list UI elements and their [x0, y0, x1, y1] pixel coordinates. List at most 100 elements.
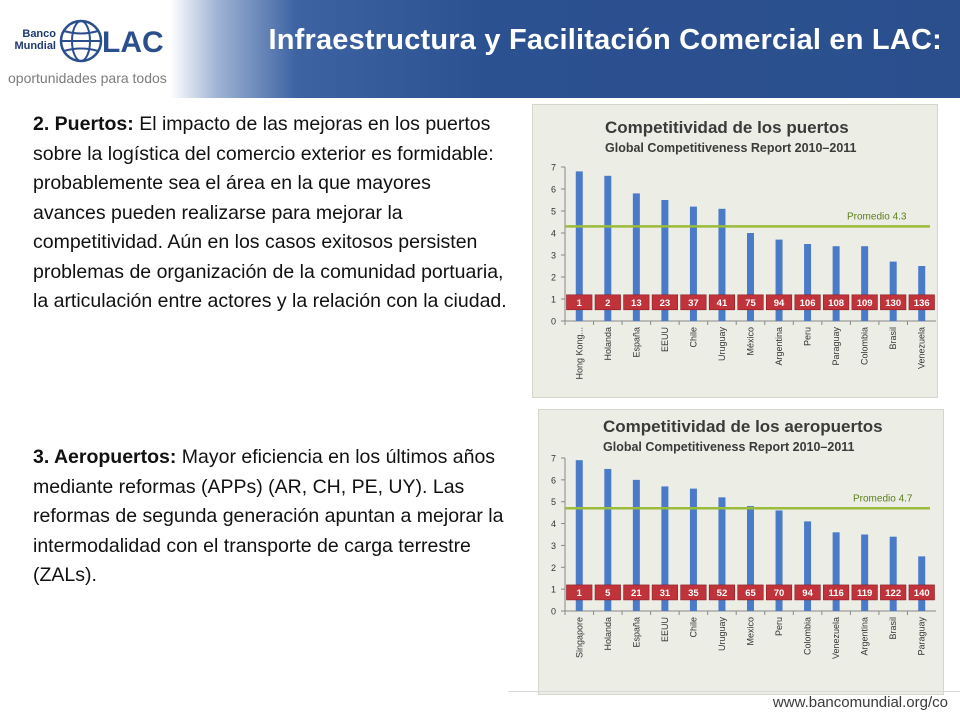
bar [918, 266, 926, 321]
category-label: Hong Kong... [574, 327, 584, 380]
rank-label: 23 [660, 298, 671, 309]
category-label: Holanda [603, 617, 613, 651]
rank-label: 119 [857, 588, 872, 599]
section-airports-heading: 3. Aeropuertos: [33, 446, 177, 468]
rank-box [566, 584, 593, 601]
average-label: Promedio 4.7 [853, 493, 913, 504]
footer-divider [508, 691, 960, 692]
bar [604, 175, 612, 321]
rank-box [680, 294, 707, 311]
rank-box [794, 294, 821, 311]
header-band [170, 0, 960, 98]
bar [775, 239, 783, 321]
rank-box [594, 294, 621, 311]
rank-label: 41 [717, 298, 728, 309]
category-label: Uruguay [717, 327, 727, 362]
rank-box [566, 294, 593, 311]
bar [889, 536, 897, 611]
logo-bank-name: Banco Mundial [6, 28, 56, 52]
y-tick-label: 6 [551, 475, 556, 485]
bar [747, 506, 754, 611]
section-airports-text: Mayor eficiencia en los últimos años med… [33, 446, 504, 586]
rank-box [823, 584, 850, 601]
category-label: Venezuela [831, 617, 841, 659]
rank-box [651, 584, 678, 601]
y-tick-label: 7 [551, 454, 556, 464]
rank-box [851, 294, 878, 311]
rank-label: 109 [857, 298, 873, 309]
bar [575, 460, 583, 611]
chart-title: Competitividad de los puertos [605, 118, 849, 137]
airports-chart: Competitividad de los aeropuertos Global … [551, 417, 936, 659]
rank-box [651, 294, 678, 311]
page-title: Infraestructura y Facilitación Comercial… [268, 24, 942, 56]
bar [804, 244, 812, 321]
rank-box [908, 584, 935, 601]
rank-box [908, 294, 935, 311]
rank-label: 108 [828, 298, 844, 309]
section-ports-text: El impacto de las mejoras en los puertos… [33, 113, 507, 312]
bar [718, 497, 726, 611]
category-label: Colombia [860, 327, 870, 365]
y-tick-label: 3 [551, 251, 556, 261]
category-label: España [631, 327, 641, 358]
y-tick-label: 6 [551, 185, 556, 195]
bar [661, 200, 669, 321]
category-label: Chile [688, 327, 698, 348]
y-tick-label: 3 [551, 541, 556, 551]
chart-subtitle: Global Competitiveness Report 2010–2011 [605, 141, 857, 155]
bar [661, 486, 669, 611]
rank-box [708, 584, 736, 601]
header: Infraestructura y Facilitación Comercial… [0, 0, 960, 98]
bar [804, 521, 812, 611]
rank-label: 5 [605, 588, 611, 599]
bar [575, 171, 583, 321]
chart-subtitle: Global Competitiveness Report 2010–2011 [603, 440, 855, 454]
y-tick-label: 5 [551, 497, 556, 507]
bar [689, 488, 697, 611]
rank-label: 52 [717, 588, 728, 599]
rank-box [594, 584, 621, 601]
rank-box [737, 294, 764, 311]
rank-label: 13 [631, 298, 642, 309]
logo-line2: Mundial [14, 40, 56, 52]
bar [918, 556, 926, 611]
category-label: Brasil [888, 327, 898, 350]
rank-label: 37 [688, 298, 699, 309]
rank-label: 31 [660, 588, 671, 599]
category-label: Paraguay [831, 327, 841, 366]
category-label: Mexico [746, 617, 756, 646]
rank-label: 65 [745, 588, 756, 599]
bar [747, 233, 754, 321]
bar [832, 532, 840, 611]
y-tick-label: 0 [551, 317, 556, 327]
category-label: Uruguay [717, 617, 727, 652]
rank-label: 70 [774, 588, 785, 599]
logo: Banco Mundial LAC oportunidades para tod… [6, 10, 186, 90]
rank-label: 130 [885, 298, 901, 309]
rank-label: 116 [828, 588, 843, 599]
ports-chart-panel: Competitividad de los puertos Global Comp… [532, 104, 938, 398]
rank-label: 2 [605, 298, 610, 309]
rank-box [623, 294, 650, 311]
rank-box [765, 584, 793, 601]
category-label: Argentina [860, 617, 870, 656]
rank-label: 106 [800, 298, 816, 309]
category-label: Colombia [803, 617, 813, 655]
category-label: Argentina [774, 327, 784, 366]
rank-label: 94 [774, 298, 785, 309]
bar [832, 246, 840, 321]
rank-box [880, 584, 907, 601]
category-label: Peru [774, 617, 784, 636]
bar [604, 468, 612, 611]
average-label: Promedio 4.3 [847, 211, 907, 222]
category-label: México [746, 327, 756, 356]
category-label: Chile [688, 617, 698, 638]
rank-box [823, 294, 850, 311]
y-tick-label: 2 [551, 563, 556, 573]
logo-brand: LAC [102, 26, 164, 59]
category-label: Singapore [574, 617, 584, 658]
chart-title: Competitividad de los aeropuertos [603, 417, 883, 436]
rank-label: 94 [802, 588, 813, 599]
bar [689, 206, 697, 321]
